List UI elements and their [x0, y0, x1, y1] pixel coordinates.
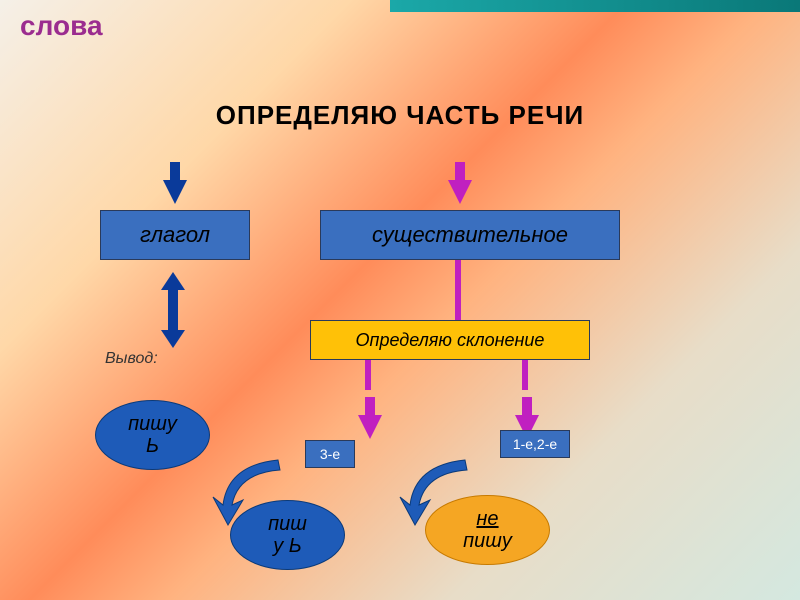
connector-decl-3e	[365, 360, 371, 390]
oval-right-line2: пишу	[463, 530, 512, 552]
oval-left-line1: пишу	[128, 413, 177, 435]
oval-mid-line2: у Ь	[273, 535, 302, 557]
box-12e-label: 1-е,2-е	[513, 436, 557, 452]
node-verb-label: глагол	[140, 222, 210, 248]
node-declension: Определяю склонение	[310, 320, 590, 360]
oval-left-line2: Ь	[146, 435, 159, 457]
node-noun-label: существительное	[372, 222, 568, 248]
arrow-to-3e	[358, 415, 382, 439]
vyvod-label: Вывод:	[105, 350, 158, 368]
oval-right-line1: не	[476, 508, 498, 530]
connector-noun-decl	[455, 260, 461, 320]
box-12e: 1-е,2-е	[500, 430, 570, 458]
oval-left: пишу Ь	[95, 400, 210, 470]
oval-mid-text: пиш у Ь	[268, 513, 307, 557]
node-noun: существительное	[320, 210, 620, 260]
arrow-verb-double	[168, 290, 178, 330]
oval-mid-line1: пиш	[268, 513, 307, 535]
node-verb: глагол	[100, 210, 250, 260]
oval-mid: пиш у Ь	[230, 500, 345, 570]
main-title: ОПРЕДЕЛЯЮ ЧАСТЬ РЕЧИ	[216, 100, 584, 131]
oval-right-text: не пишу	[463, 508, 512, 552]
oval-right: не пишу	[425, 495, 550, 565]
corner-title: слова	[20, 10, 103, 42]
connector-decl-12e	[522, 360, 528, 390]
node-declension-label: Определяю склонение	[356, 330, 545, 351]
box-3e: 3-е	[305, 440, 355, 468]
oval-left-text: пишу Ь	[128, 413, 177, 457]
box-3e-label: 3-е	[320, 446, 340, 462]
top-bar	[390, 0, 800, 12]
arrow-to-noun	[448, 180, 472, 204]
arrow-to-verb	[163, 180, 187, 204]
